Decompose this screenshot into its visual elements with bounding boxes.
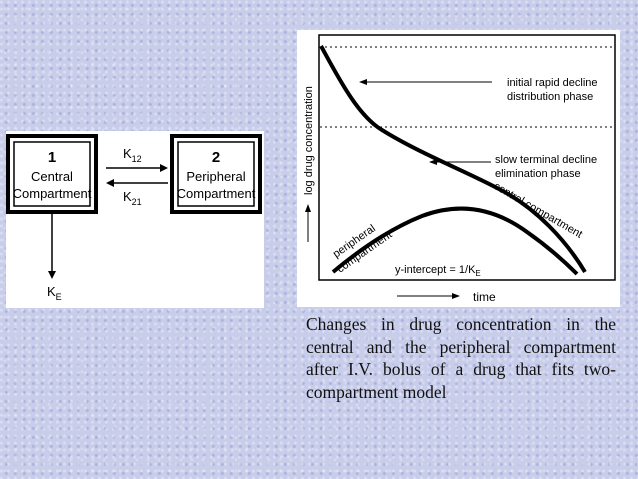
k21-label: K [123,189,132,204]
compartment-model-svg: 1 Central Compartment 2 Peripheral Compa… [6,134,262,302]
terminal-decline-arrowhead [429,159,437,165]
central-compartment-label-1: Central [31,169,73,184]
y-axis-arrowhead [305,204,311,212]
k21-subscript: 21 [132,197,142,207]
terminal-decline-label: slow terminal decline [495,154,597,166]
initial-decline-label: initial rapid decline [507,77,598,89]
central-compartment-label-2: Compartment [13,186,92,201]
svg-text:KE: KE [47,284,62,302]
k12-arrowhead [160,164,168,172]
peripheral-compartment-inner-box [177,141,255,207]
ke-subscript: E [56,292,62,302]
y-axis-label: log drug concentration [303,86,315,195]
y-intercept-label: y-intercept = 1/K [395,264,476,276]
initial-decline-arrowhead [359,79,367,85]
central-compartment-curve-label: central compartment [492,180,585,241]
elimination-phase-label: elimination phase [495,168,581,180]
ke-arrowhead [48,271,56,279]
peripheral-compartment-box [170,134,262,214]
svg-text:K21: K21 [123,189,142,207]
central-compartment-number: 1 [48,149,56,166]
k21-arrowhead [106,179,114,187]
svg-text:K12: K12 [123,146,142,164]
svg-text:y-intercept = 1/KE: y-intercept = 1/KE [395,264,481,278]
x-axis-label: time [473,290,496,304]
peripheral-compartment-curve [331,206,579,276]
concentration-time-svg: initial rapid decline distribution phase… [303,34,616,304]
ke-label: K [47,284,56,299]
x-axis-arrowhead [452,293,460,299]
central-compartment-curve [319,45,587,274]
distribution-phase-label: distribution phase [507,91,593,103]
k12-subscript: 12 [132,154,142,164]
compartment-model-diagram: 1 Central Compartment 2 Peripheral Compa… [6,131,264,308]
plot-frame [318,34,616,281]
peripheral-compartment-label-2: Compartment [177,186,256,201]
y-intercept-subscript: E [475,269,480,278]
central-compartment-inner-box [13,141,91,207]
figure-caption: Changes in drug concentration in the cen… [306,314,616,402]
concentration-time-graph: initial rapid decline distribution phase… [297,30,620,307]
k12-label: K [123,146,132,161]
peripheral-compartment-label-1: Peripheral [186,169,245,184]
central-compartment-box [6,134,98,214]
peripheral-compartment-number: 2 [212,149,220,166]
